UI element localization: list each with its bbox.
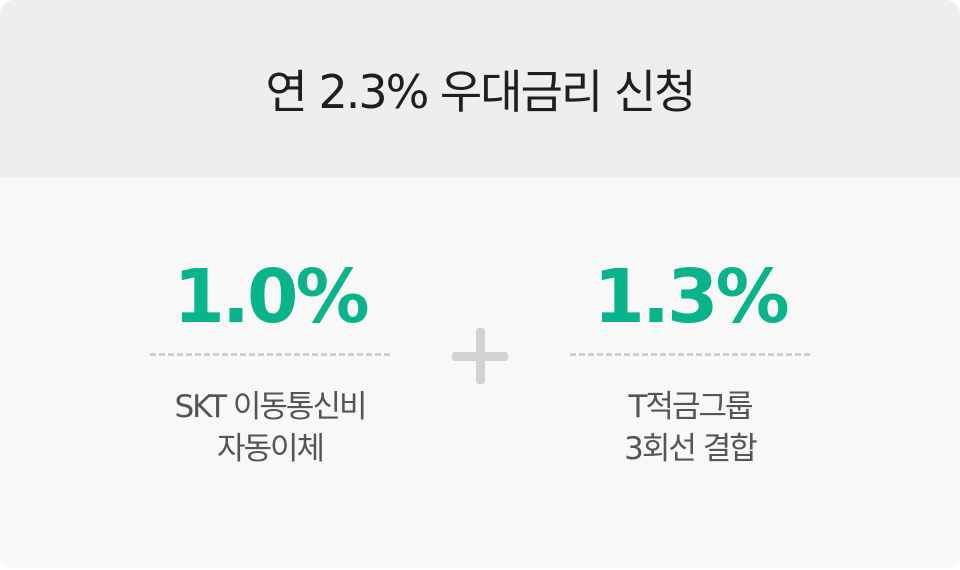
- dashed-divider: [570, 353, 810, 356]
- benefit-rate: 1.3%: [593, 254, 789, 340]
- benefit-description-line1: T적금그룹: [628, 389, 753, 425]
- benefit-rate: 1.0%: [173, 254, 369, 340]
- dashed-divider: [150, 353, 390, 356]
- benefit-description-line2: 3회선 결합: [624, 431, 758, 467]
- card-header: 연 2.3% 우대금리 신청: [0, 0, 960, 177]
- plus-icon: [452, 328, 508, 384]
- benefit-autopay: 1.0% SKT 이동통신비 자동이체: [150, 255, 390, 470]
- benefit-group-combo: 1.3% T적금그룹 3회선 결합: [570, 255, 810, 470]
- benefit-description: T적금그룹 3회선 결합: [570, 386, 810, 470]
- benefit-description-line2: 자동이체: [216, 431, 325, 467]
- benefit-description-line1: SKT 이동통신비: [174, 389, 368, 425]
- page-title: 연 2.3% 우대금리 신청: [265, 64, 697, 119]
- benefit-description: SKT 이동통신비 자동이체: [150, 386, 390, 470]
